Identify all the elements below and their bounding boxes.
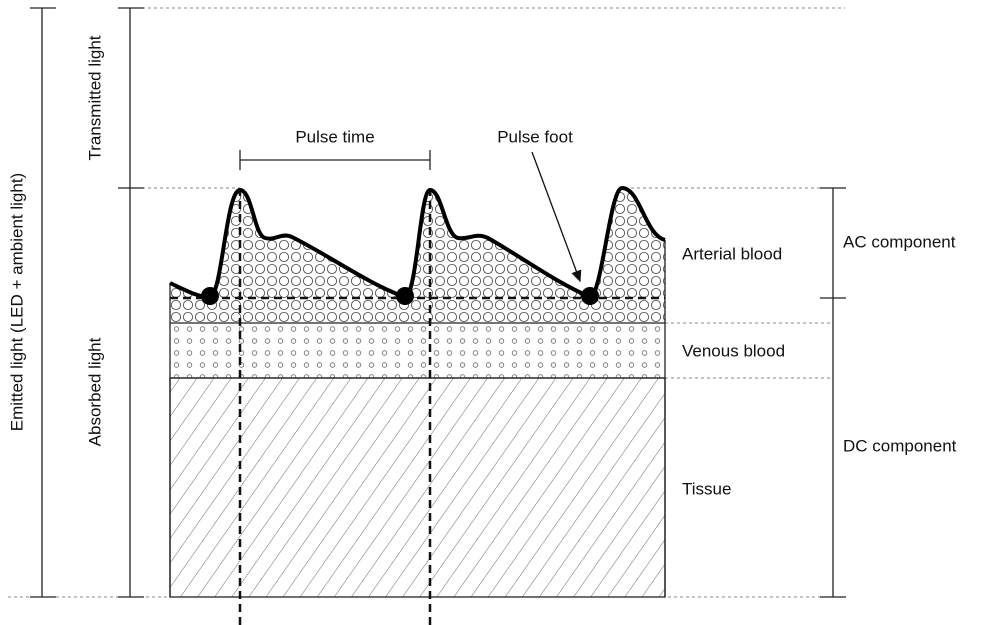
label: Tissue: [682, 479, 731, 498]
label: Pulse foot: [497, 127, 573, 146]
pulse-foot-dot: [396, 287, 414, 305]
label: DC component: [843, 436, 957, 455]
label: Absorbed light: [85, 337, 104, 446]
label: Pulse time: [295, 127, 374, 146]
label: Emitted light (LED + ambient light): [7, 173, 26, 431]
label: Arterial blood: [682, 244, 782, 263]
label: AC component: [843, 232, 956, 251]
label: Venous blood: [682, 341, 785, 360]
venous-layer: [170, 323, 665, 378]
arrow: [531, 151, 582, 283]
waveform: [169, 185, 666, 300]
pulse-foot-dot: [201, 287, 219, 305]
pulse-foot-dot: [581, 287, 599, 305]
label: Transmitted light: [85, 35, 104, 160]
tissue-layer: [169, 377, 666, 598]
